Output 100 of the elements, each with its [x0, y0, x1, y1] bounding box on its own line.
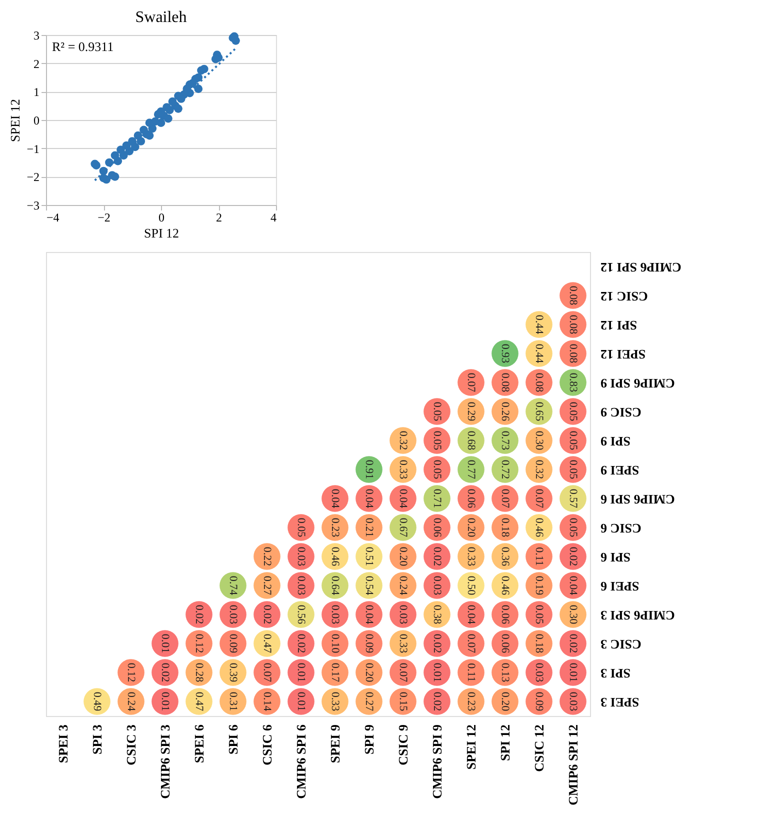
- x-axis-title: SPI 12: [144, 226, 180, 240]
- y-tick-label: 0: [34, 114, 40, 128]
- data-label: 0.07: [397, 662, 409, 683]
- point: [108, 171, 116, 180]
- data-label: 0.91: [363, 460, 375, 480]
- data-label: 0.01: [159, 634, 171, 654]
- data-label: 0.05: [567, 430, 579, 451]
- data-label: 0.73: [499, 430, 511, 451]
- point: [211, 54, 220, 64]
- data-label: 0.02: [431, 692, 443, 712]
- data-label: 0.03: [227, 604, 239, 625]
- x-tick-label: 2: [216, 210, 222, 224]
- data-label: 0.31: [227, 692, 239, 712]
- data-label: 0.03: [329, 604, 341, 625]
- x-tick-label: SPEI 12: [464, 724, 478, 770]
- data-label: 0.06: [465, 488, 477, 509]
- x-tick-label: SPI 3: [90, 724, 104, 754]
- data-label: 0.36: [499, 546, 511, 567]
- data-label: 0.03: [397, 604, 409, 625]
- x-tick-label: SPEI 6: [192, 724, 206, 764]
- y-tick-label: 1: [34, 85, 40, 100]
- data-label: 0.20: [465, 518, 477, 538]
- data-label: 0.02: [431, 546, 443, 566]
- data-label: 0.83: [567, 372, 579, 393]
- y-tick-label: −3: [26, 198, 40, 212]
- data-label: 0.51: [363, 546, 375, 566]
- y-tick-label: SPI 6: [600, 550, 630, 565]
- data-label: 0.07: [499, 488, 511, 509]
- x-tick-label: CMIP6 SPI 3: [158, 724, 172, 799]
- data-label: 0.05: [431, 430, 443, 451]
- data-label: 0.29: [465, 402, 477, 422]
- y-tick-label: CMIP6 SPI 3: [600, 608, 675, 623]
- y-tick-label: CSIC 9: [600, 405, 642, 420]
- data-label: 0.01: [159, 692, 171, 712]
- data-label: 0.03: [295, 576, 307, 596]
- data-label: 0.15: [397, 692, 409, 712]
- x-tick-label: CMIP6 SPI 9: [430, 724, 444, 799]
- point: [145, 131, 154, 140]
- data-label: 0.57: [567, 488, 579, 509]
- data-label: 0.08: [533, 372, 545, 393]
- data-label: 0.07: [533, 488, 545, 509]
- y-tick-label: SPEI 12: [600, 347, 646, 362]
- data-label: 0.06: [499, 604, 511, 625]
- data-label: 0.08: [567, 314, 579, 335]
- data-label: 0.47: [261, 634, 273, 654]
- data-label: 0.54: [363, 576, 375, 596]
- data-label: 0.05: [567, 460, 579, 480]
- data-label: 0.22: [261, 546, 273, 566]
- y-tick-label: SPI 3: [600, 666, 630, 681]
- data-label: 0.24: [397, 576, 409, 596]
- data-label: 0.04: [363, 604, 375, 625]
- data-label: 0.93: [499, 344, 511, 364]
- data-label: 0.07: [465, 634, 477, 654]
- data-label: 0.23: [465, 692, 477, 712]
- data-label: 0.30: [533, 430, 545, 451]
- data-label: 0.12: [193, 634, 205, 654]
- data-label: 0.18: [533, 634, 545, 654]
- data-label: 0.05: [431, 402, 443, 422]
- chart-title: Swaileh: [135, 9, 187, 26]
- data-label: 0.10: [329, 634, 341, 654]
- y-tick-label: SPEI 6: [600, 579, 640, 594]
- data-label: 0.03: [431, 576, 443, 596]
- data-label: 0.02: [295, 634, 307, 654]
- point: [197, 66, 206, 75]
- data-label: 0.33: [397, 634, 409, 654]
- data-label: 0.21: [363, 518, 375, 538]
- data-label: 0.47: [193, 692, 205, 712]
- data-label: 0.05: [533, 604, 545, 625]
- y-tick-label: 3: [34, 28, 40, 42]
- x-tick-label: 4: [270, 210, 276, 224]
- data-label: 0.64: [329, 576, 341, 596]
- x-tick-label: 0: [158, 210, 164, 224]
- data-label: 0.32: [397, 430, 409, 450]
- data-label: 0.03: [295, 546, 307, 567]
- x-tick-label: CSIC 3: [124, 724, 138, 766]
- data-label: 0.46: [533, 518, 545, 538]
- data-label: 0.01: [567, 662, 579, 682]
- data-label: 0.26: [499, 402, 511, 422]
- data-label: 0.28: [193, 662, 205, 683]
- data-label: 0.05: [567, 518, 579, 538]
- data-label: 0.09: [363, 634, 375, 654]
- data-label: 0.14: [261, 692, 273, 712]
- data-label: 0.02: [567, 546, 579, 566]
- data-label: 0.07: [261, 662, 273, 683]
- data-label: 0.44: [533, 314, 545, 335]
- data-label: 0.09: [533, 692, 545, 712]
- data-label: 0.04: [363, 488, 375, 509]
- y-tick-label: CMIP6 SPI 9: [600, 376, 675, 391]
- data-label: 0.11: [533, 547, 545, 566]
- data-label: 0.05: [431, 460, 443, 480]
- data-label: 0.07: [465, 372, 477, 393]
- data-label: 0.17: [329, 662, 341, 683]
- data-label: 0.02: [159, 662, 171, 682]
- data-label: 0.02: [261, 604, 273, 624]
- data-label: 0.02: [567, 634, 579, 654]
- annotation: R² = 0.9311: [52, 39, 114, 54]
- data-label: 0.11: [465, 663, 477, 682]
- y-tick-label: CSIC 6: [600, 521, 642, 536]
- data-label: 0.33: [465, 546, 477, 567]
- data-label: 0.02: [193, 604, 205, 624]
